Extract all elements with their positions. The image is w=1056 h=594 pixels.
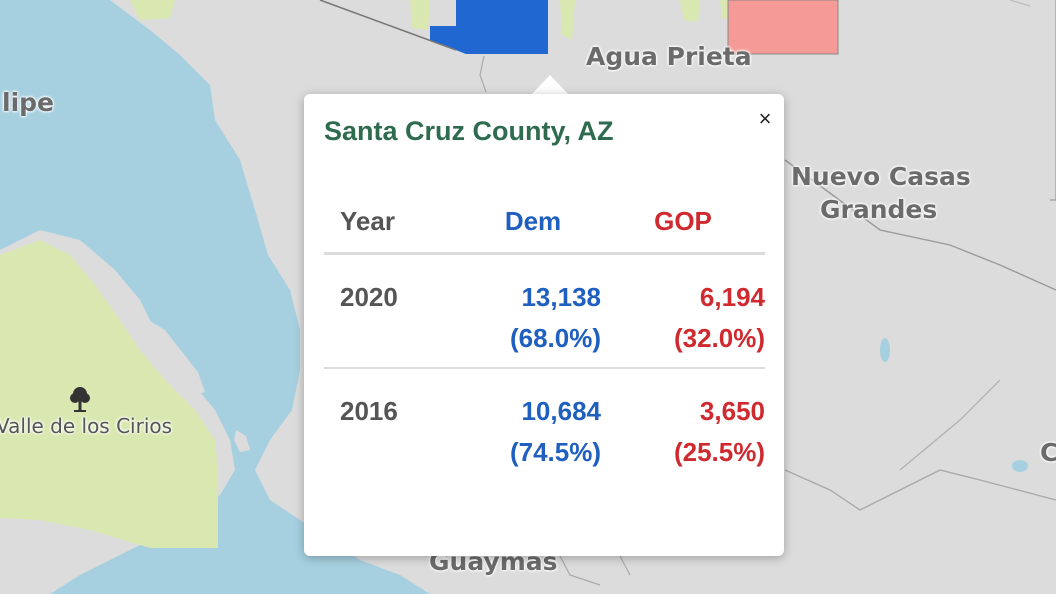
map-label-agua-prieta: Agua Prieta <box>586 42 752 71</box>
row-year: 2016 <box>340 395 398 426</box>
dem-votes: 13,138 <box>521 282 601 312</box>
road <box>899 379 1001 471</box>
park-patch <box>560 0 575 40</box>
row-gop: 6,194 (32.0%) <box>601 253 765 369</box>
map-label-nuevo-casas-grandes-line1: Nuevo Casas <box>791 162 971 191</box>
valle-de-los-cirios-reserve <box>0 240 218 548</box>
row-year: 2020 <box>324 253 465 369</box>
road <box>784 159 1056 291</box>
popup-tip <box>531 75 569 95</box>
island <box>148 320 205 395</box>
header-year: Year <box>324 190 465 255</box>
lake <box>880 338 890 362</box>
road <box>479 55 487 93</box>
dem-percent: (68.0%) <box>509 323 601 353</box>
lake-small <box>1012 460 1028 472</box>
row-gop: 3,650 (25.5%) <box>601 368 765 482</box>
close-icon[interactable]: × <box>758 106 772 131</box>
table-header-row: Year Dem GOP <box>324 190 765 255</box>
county-gop[interactable] <box>727 0 839 55</box>
dem-percent: (74.5%) <box>509 436 601 467</box>
park-patch <box>130 0 175 20</box>
header-dem: Dem <box>465 190 601 255</box>
road <box>619 555 631 576</box>
map-label-valle-de-los-cirios: Valle de los Cirios <box>0 414 173 438</box>
park-patch <box>680 0 700 22</box>
gop-votes: 6,194 <box>699 282 765 312</box>
table-row: 2016 10,684 (74.5%) 3,650 (25.5%) <box>324 368 765 482</box>
road <box>1009 0 1031 7</box>
map-label-nuevo-casas-grandes-line2: Grandes <box>820 195 938 224</box>
island-small <box>234 430 250 452</box>
county-dem[interactable] <box>430 0 548 54</box>
header-gop: GOP <box>601 190 765 255</box>
road <box>319 0 457 51</box>
map-label-san-felipe: lipe <box>2 88 54 117</box>
gop-percent: (25.5%) <box>673 436 765 467</box>
county-popup: Santa Cruz County, AZ × Year Dem GOP 202… <box>304 94 784 556</box>
results-table: Year Dem GOP 2020 13,138 (68.0%) 6,194 (… <box>324 190 765 482</box>
row-dem: 13,138 (68.0%) <box>465 253 601 369</box>
road <box>559 555 601 586</box>
popup-title: Santa Cruz County, AZ <box>324 116 614 146</box>
table-row: 2020 13,138 (68.0%) 6,194 (32.0%) <box>324 253 765 369</box>
row-dem: 10,684 (74.5%) <box>465 368 601 482</box>
dem-votes: 10,684 <box>521 395 601 426</box>
road <box>784 469 1056 511</box>
gop-percent: (32.0%) <box>673 323 765 353</box>
gop-votes: 3,650 <box>699 395 765 426</box>
map-label-right-edge: C <box>1040 438 1056 467</box>
park-tree-icon <box>70 387 90 412</box>
road <box>1050 0 1056 201</box>
park-patch <box>410 0 430 30</box>
